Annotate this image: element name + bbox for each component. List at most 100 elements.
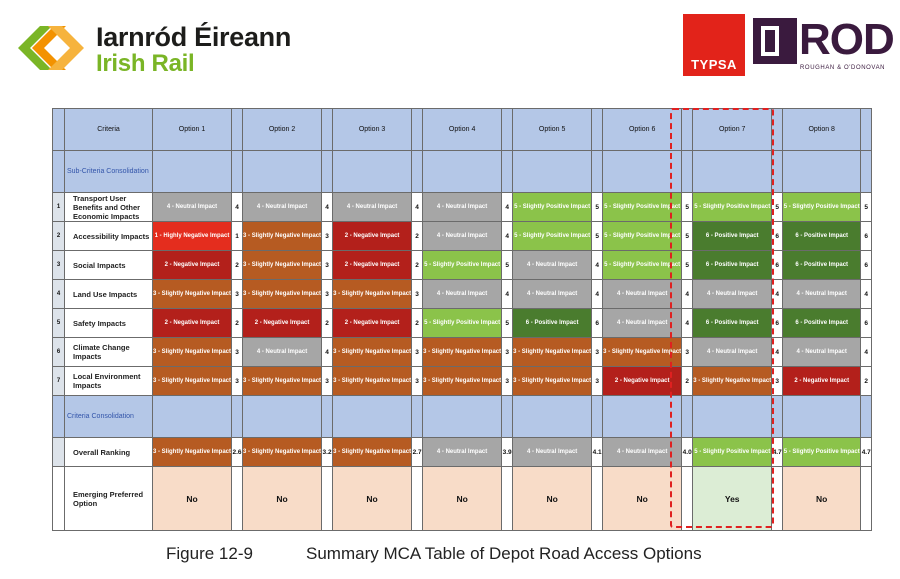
score-cell: 3 - Slightly Negative Impact: [692, 366, 773, 396]
header-option-6: Option 6: [602, 108, 683, 151]
score-cell: 3 - Slightly Negative Impact: [332, 366, 413, 396]
ranking-cell: 5 - Slightly Positive Impact: [782, 437, 862, 467]
score-value: 5: [501, 308, 514, 338]
score-value: 6: [771, 221, 784, 251]
irish-rail-logo: Iarnród Éireann Irish Rail: [18, 22, 291, 78]
score-cell: 4 - Neutral Impact: [782, 337, 862, 367]
rod-mark-icon: [753, 18, 797, 64]
score-value: 3: [501, 366, 514, 396]
score-cell: 6 - Positive Impact: [782, 250, 862, 280]
rod-logo-subtitle: ROUGHAN & O'DONOVAN: [800, 65, 886, 71]
score-cell: 4 - Neutral Impact: [242, 192, 323, 222]
criterion-name: Social Impacts: [64, 250, 153, 280]
score-cell: 2 - Negative Impact: [151, 308, 233, 338]
score-cell: 3 - Slightly Negative Impact: [512, 337, 593, 367]
score-value: 5: [681, 250, 694, 280]
irish-rail-name-english: Irish Rail: [96, 50, 195, 77]
score-value: 2: [411, 250, 424, 280]
header-option-5: Option 5: [512, 108, 593, 151]
overall-ranking-row: Overall Ranking 3 - Slightly Negative Imp…: [52, 437, 873, 467]
score-value: 3: [231, 337, 244, 367]
score-cell: 5 - Slightly Positive Impact: [602, 250, 683, 280]
irish-rail-chevron-icon: [18, 26, 84, 70]
ranking-cell: 4 - Neutral Impact: [422, 437, 503, 467]
score-cell: 4 - Neutral Impact: [602, 308, 683, 338]
score-value: 6: [771, 308, 784, 338]
preferred-option-value: Yes: [692, 466, 773, 531]
score-value: 4: [321, 192, 334, 222]
score-value: 4: [771, 279, 784, 309]
score-value: 2: [231, 250, 244, 280]
score-value: 4: [501, 221, 514, 251]
ranking-value: 3.9: [501, 437, 514, 467]
score-cell: 4 - Neutral Impact: [512, 250, 593, 280]
score-cell: 4 - Neutral Impact: [151, 192, 233, 222]
score-cell: 2 - Negative Impact: [151, 250, 233, 280]
mca-summary-table: Criteria Option 1 Option 2 Option 3 Opti…: [52, 108, 873, 531]
score-cell: 2 - Negative Impact: [242, 308, 323, 338]
score-value: 3: [411, 279, 424, 309]
score-value: 3: [501, 337, 514, 367]
score-value: 3: [321, 250, 334, 280]
table-row: 1 Transport User Benefits and Other Econo…: [52, 192, 873, 222]
figure-number: Figure 12-9: [166, 544, 253, 563]
score-cell: 4 - Neutral Impact: [692, 279, 773, 309]
score-cell: 5 - Slightly Positive Impact: [512, 192, 593, 222]
header-option-7: Option 7: [692, 108, 773, 151]
score-value: 4: [681, 308, 694, 338]
score-value: 3: [411, 337, 424, 367]
preferred-option-value: No: [332, 466, 413, 531]
preferred-option-value: No: [151, 466, 233, 531]
score-cell: 3 - Slightly Negative Impact: [242, 221, 323, 251]
score-cell: 3 - Slightly Negative Impact: [422, 337, 503, 367]
table-row: 5 Safety Impacts 2 - Negative Impact 2 2 - N…: [52, 308, 873, 338]
score-value: 2: [681, 366, 694, 396]
score-value: 6: [860, 308, 873, 338]
score-cell: 4 - Neutral Impact: [512, 279, 593, 309]
header-option-1: Option 1: [151, 108, 233, 151]
score-cell: 3 - Slightly Negative Impact: [242, 250, 323, 280]
score-cell: 5 - Slightly Positive Impact: [782, 192, 862, 222]
header-option-2: Option 2: [242, 108, 323, 151]
score-value: 4: [860, 279, 873, 309]
ranking-cell: 3 - Slightly Negative Impact: [242, 437, 323, 467]
score-cell: 1 - Highly Negative Impact: [151, 221, 233, 251]
score-cell: 6 - Positive Impact: [692, 221, 773, 251]
header-num-cell: [52, 108, 65, 151]
score-cell: 5 - Slightly Positive Impact: [602, 192, 683, 222]
typsa-logo-text: TYPSA: [691, 57, 737, 72]
score-cell: 3 - Slightly Negative Impact: [332, 279, 413, 309]
score-value: 5: [681, 221, 694, 251]
ranking-value: 4.7: [860, 437, 873, 467]
score-value: 4: [501, 279, 514, 309]
score-cell: 3 - Slightly Negative Impact: [151, 279, 233, 309]
preferred-option-row: Emerging Preferred Option No No No No No No Yes…: [52, 466, 873, 531]
score-value: 4: [860, 337, 873, 367]
score-value: 3: [321, 221, 334, 251]
score-value: 2: [860, 366, 873, 396]
score-value: 5: [501, 250, 514, 280]
row-number: 5: [52, 308, 65, 338]
table-header-row: Criteria Option 1 Option 2 Option 3 Opti…: [52, 108, 873, 151]
score-value: 3: [771, 366, 784, 396]
score-cell: 3 - Slightly Negative Impact: [151, 337, 233, 367]
row-number: 3: [52, 250, 65, 280]
ranking-value: 4.0: [681, 437, 694, 467]
score-cell: 3 - Slightly Negative Impact: [242, 279, 323, 309]
score-cell: 4 - Neutral Impact: [332, 192, 413, 222]
score-cell: 2 - Negative Impact: [332, 221, 413, 251]
header-option-8: Option 8: [782, 108, 862, 151]
score-value: 2: [321, 308, 334, 338]
row-number: 2: [52, 221, 65, 251]
row-number: 7: [52, 366, 65, 396]
preferred-option-value: No: [242, 466, 323, 531]
sub-criteria-label: Sub-Criteria Consolidation: [64, 150, 153, 193]
score-value: 4: [681, 279, 694, 309]
score-cell: 6 - Positive Impact: [782, 221, 862, 251]
table-row: 3 Social Impacts 2 - Negative Impact 2 3 - S…: [52, 250, 873, 280]
preferred-option-label: Emerging Preferred Option: [64, 466, 153, 531]
score-cell: 2 - Negative Impact: [602, 366, 683, 396]
ranking-cell: 4 - Neutral Impact: [512, 437, 593, 467]
ranking-value: 2.7: [411, 437, 424, 467]
preferred-option-value: No: [602, 466, 683, 531]
